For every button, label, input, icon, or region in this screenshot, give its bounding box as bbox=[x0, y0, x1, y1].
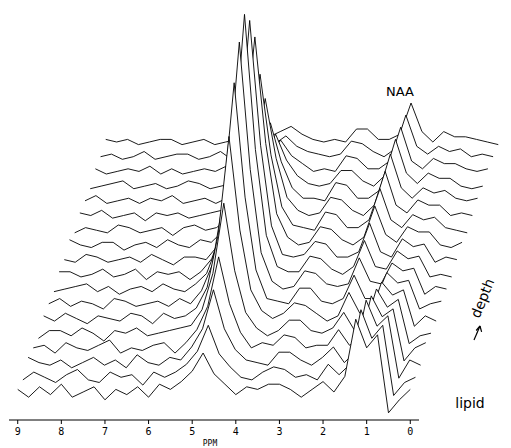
x-tick bbox=[235, 420, 236, 424]
x-axis-line bbox=[9, 420, 419, 421]
x-tick bbox=[17, 420, 18, 424]
depth-arrow-shaft bbox=[474, 326, 480, 340]
label-backdrop bbox=[467, 275, 498, 321]
x-tick-label: 3 bbox=[276, 426, 282, 437]
x-tick-label: 5 bbox=[189, 426, 195, 437]
spectrum-trace bbox=[106, 103, 499, 145]
x-tick bbox=[323, 420, 324, 424]
x-tick bbox=[192, 420, 193, 424]
depth-arrow-head bbox=[476, 326, 481, 332]
x-tick-label: 8 bbox=[58, 426, 64, 437]
x-tick-label: 2 bbox=[320, 426, 326, 437]
annotation: NAA bbox=[386, 84, 414, 99]
x-tick bbox=[279, 420, 280, 424]
x-tick-label: 1 bbox=[364, 426, 370, 437]
depth-arrow bbox=[474, 326, 482, 340]
x-tick bbox=[410, 420, 411, 424]
x-tick-label: 7 bbox=[102, 426, 108, 437]
x-tick bbox=[104, 420, 105, 424]
x-tick-label: 6 bbox=[146, 426, 152, 437]
x-tick bbox=[148, 420, 149, 424]
annotation: depth bbox=[467, 276, 497, 320]
traces bbox=[18, 14, 499, 416]
chart: 9 8 7 6 5 4 3 2 1 0 PPM NAA lipid depth bbox=[0, 0, 511, 448]
x-tick bbox=[61, 420, 62, 424]
annotation: lipid bbox=[455, 395, 484, 411]
spectrum-trace bbox=[101, 115, 494, 159]
label-backdrop bbox=[385, 84, 415, 99]
trace-mask bbox=[18, 319, 411, 416]
x-axis-title: PPM bbox=[203, 439, 218, 448]
spectrum-trace bbox=[18, 319, 411, 413]
label-backdrop bbox=[454, 395, 485, 411]
x-tick-label: 4 bbox=[233, 426, 239, 437]
x-tick-label: 9 bbox=[15, 426, 21, 437]
x-tick bbox=[366, 420, 367, 424]
x-tick-label: 0 bbox=[407, 426, 413, 437]
